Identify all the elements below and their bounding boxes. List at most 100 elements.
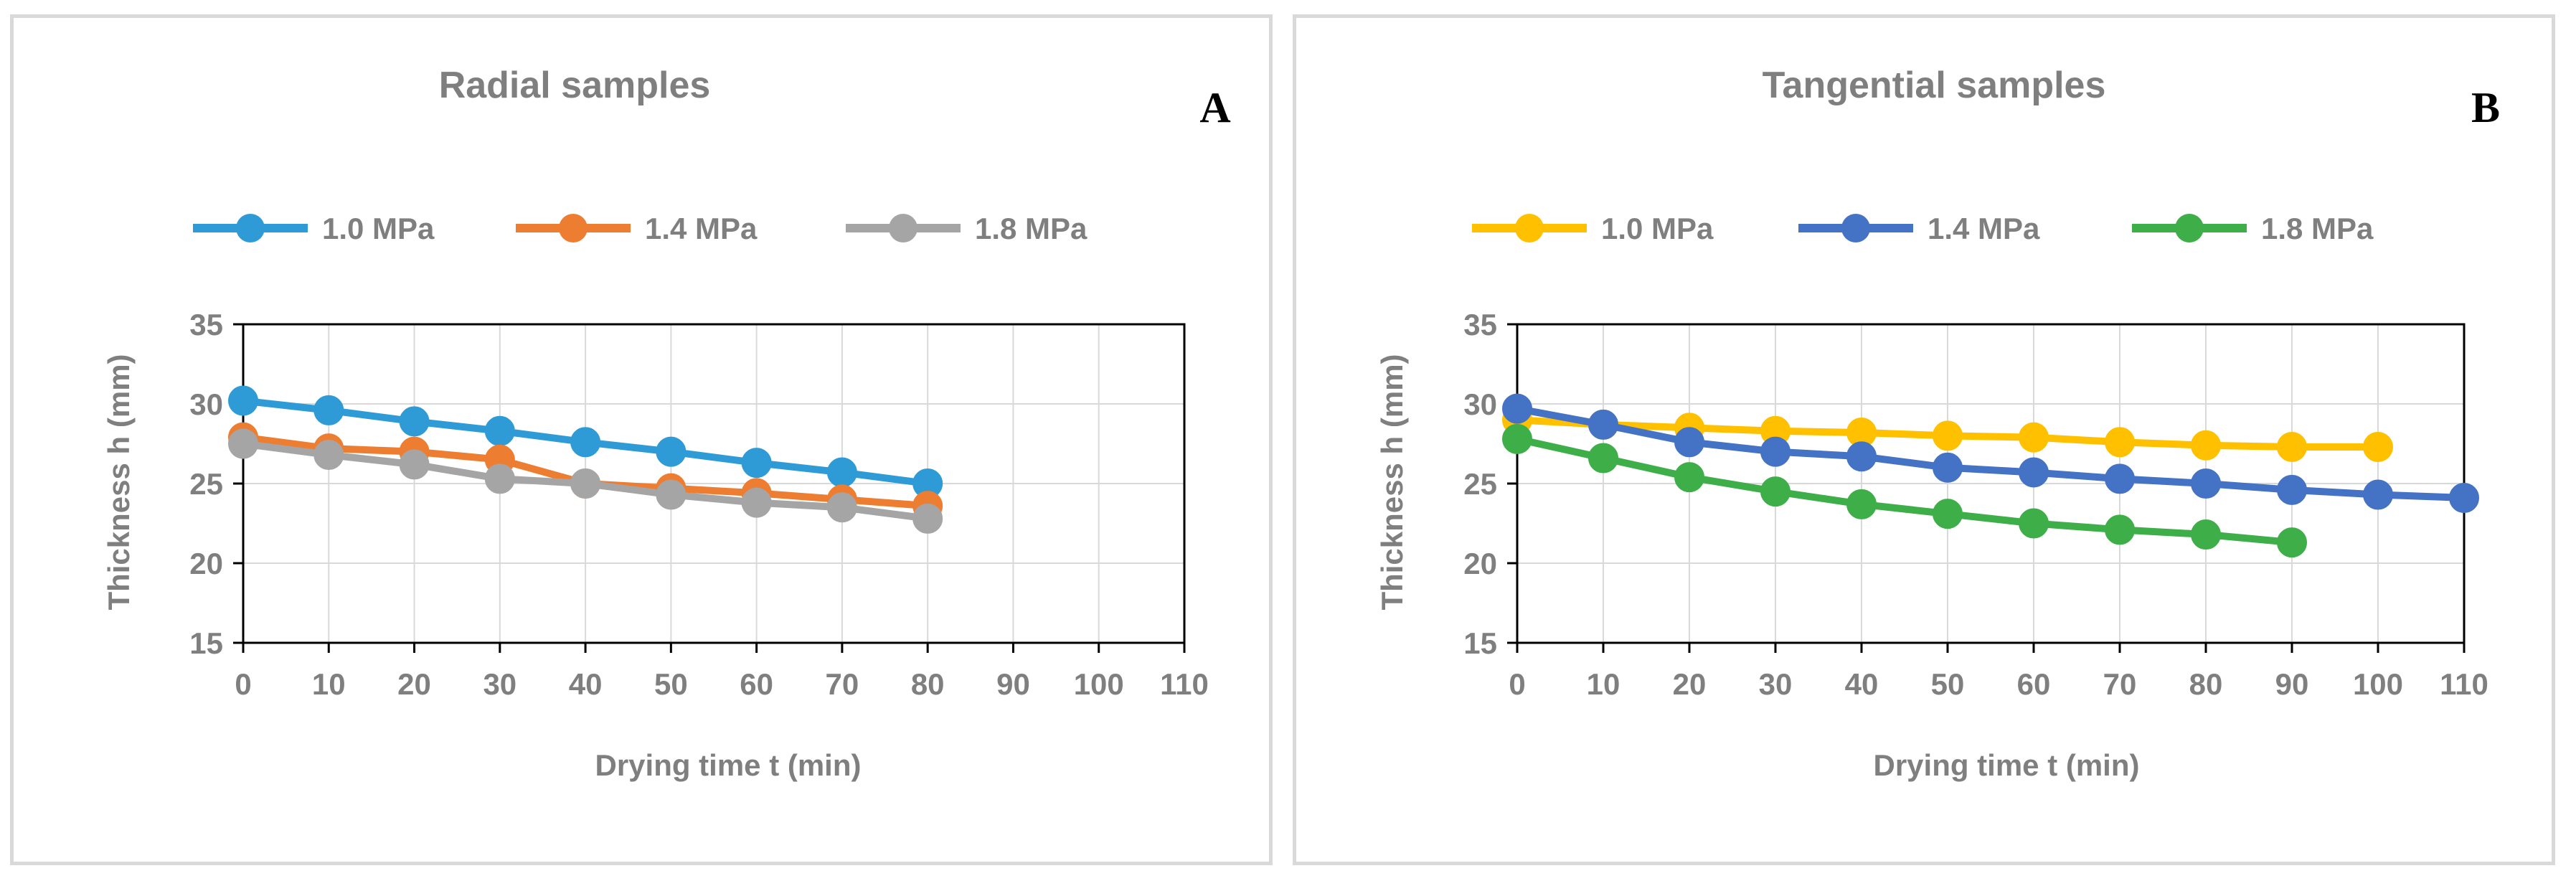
data-point [228, 428, 258, 459]
legend: 1.0 MPa 1.4 MPa 1.8 MPa [193, 212, 1088, 245]
legend-marker [1841, 214, 1870, 242]
x-tick-label: 100 [1074, 667, 1124, 701]
legend-item: 1.8 MPa [846, 212, 1088, 245]
legend-label: 1.8 MPa [2261, 212, 2374, 245]
y-tick-label: 25 [1463, 467, 1497, 501]
data-point [741, 448, 772, 479]
x-tick-label: 70 [2103, 667, 2137, 701]
x-tick-label: 110 [2440, 667, 2488, 701]
series-1-8-mpa [228, 428, 943, 534]
data-point [826, 492, 857, 523]
legend-label: 1.0 MPa [1601, 212, 1714, 245]
y-tick-label: 20 [189, 547, 223, 580]
panel-label: A [1199, 84, 1230, 131]
data-point [741, 487, 772, 518]
legend-marker [559, 214, 588, 242]
legend-item: 1.4 MPa [516, 212, 758, 245]
data-point [1760, 476, 1791, 507]
legend-item: 1.4 MPa [1798, 212, 2040, 245]
legend-item: 1.8 MPa [2132, 212, 2374, 245]
chart-title: Radial samples [439, 65, 711, 106]
x-axis-title: Drying time t (min) [1873, 748, 2139, 782]
data-point [2105, 427, 2135, 458]
data-point [1846, 441, 1877, 472]
data-point [2363, 431, 2393, 462]
data-point [912, 503, 943, 534]
y-tick-label: 35 [189, 308, 223, 341]
y-tick-label: 15 [1463, 626, 1497, 660]
x-tick-label: 100 [2353, 667, 2403, 701]
x-tick-label: 80 [2189, 667, 2223, 701]
y-tick-label: 30 [189, 387, 223, 421]
legend-label: 1.0 MPa [322, 212, 435, 245]
chart-title: Tangential samples [1763, 65, 2106, 106]
x-tick-label: 110 [1160, 667, 1209, 701]
y-tick-label: 20 [1463, 547, 1497, 580]
legend-label: 1.8 MPa [975, 212, 1088, 245]
legend-marker [1515, 214, 1544, 242]
x-tick-label: 50 [1931, 667, 1965, 701]
data-point [2105, 463, 2135, 494]
legend-item: 1.0 MPa [193, 212, 435, 245]
data-point [313, 395, 344, 425]
data-point [484, 415, 515, 446]
data-point [1846, 489, 1877, 519]
data-point [1933, 420, 1963, 451]
x-tick-label: 40 [569, 667, 603, 701]
y-tick-label: 30 [1463, 387, 1497, 421]
legend-label: 1.4 MPa [1928, 212, 2040, 245]
data-point [1502, 393, 1532, 424]
data-point [313, 440, 344, 471]
series-1-4-mpa [1502, 393, 2479, 513]
series-line [1516, 405, 2465, 501]
data-point [2191, 430, 2221, 461]
y-tick-label: 15 [189, 626, 223, 660]
gridlines [1516, 324, 2465, 644]
data-point [399, 449, 430, 480]
chart-radial-samples: Radial samples A Drying time t (min) Thi… [102, 65, 1231, 782]
data-point [2019, 508, 2049, 539]
data-point [1933, 452, 1963, 483]
x-tick-label: 10 [1587, 667, 1620, 701]
data-point [2191, 519, 2221, 550]
chart-tangential-samples: Tangential samples B Drying time t (min)… [1375, 65, 2500, 782]
gridlines [242, 324, 1185, 644]
x-tick-label: 90 [996, 667, 1030, 701]
panel-label: B [2471, 84, 2500, 131]
data-point [2019, 422, 2049, 453]
legend: 1.0 MPa 1.4 MPa 1.8 MPa [1472, 212, 2374, 245]
series-line [1516, 435, 2293, 547]
x-tick-label: 40 [1845, 667, 1879, 701]
data-point [2363, 479, 2393, 510]
data-point [1502, 423, 1532, 454]
x-tick-label: 70 [826, 667, 859, 701]
legend-marker [236, 214, 265, 242]
x-tick-label: 60 [2017, 667, 2051, 701]
data-point [570, 468, 601, 499]
data-point [2105, 514, 2135, 545]
y-axis-title: Thickness h (mm) [102, 354, 136, 610]
chart-panel-radial: Radial samples A Drying time t (min) Thi… [10, 14, 1273, 865]
series-1-8-mpa [1502, 423, 2307, 558]
data-point [228, 385, 258, 416]
data-point [1588, 443, 1618, 474]
data-point [484, 463, 515, 494]
x-tick-label: 80 [911, 667, 945, 701]
x-tick-label: 0 [1509, 667, 1525, 701]
x-tick-label: 0 [235, 667, 251, 701]
x-tick-label: 20 [1673, 667, 1707, 701]
data-point [2277, 474, 2307, 505]
chart-panel-tangential: Tangential samples B Drying time t (min)… [1293, 14, 2555, 865]
data-point [1760, 436, 1791, 467]
data-point [1588, 409, 1618, 440]
data-point [2449, 482, 2479, 513]
legend-item: 1.0 MPa [1472, 212, 1714, 245]
data-point [1674, 462, 1704, 493]
x-tick-label: 20 [397, 667, 431, 701]
x-tick-label: 10 [312, 667, 346, 701]
data-point [2277, 527, 2307, 558]
legend-marker [2175, 214, 2204, 242]
x-tick-label: 90 [2275, 667, 2309, 701]
data-point [1674, 427, 1704, 458]
data-point [826, 457, 857, 488]
